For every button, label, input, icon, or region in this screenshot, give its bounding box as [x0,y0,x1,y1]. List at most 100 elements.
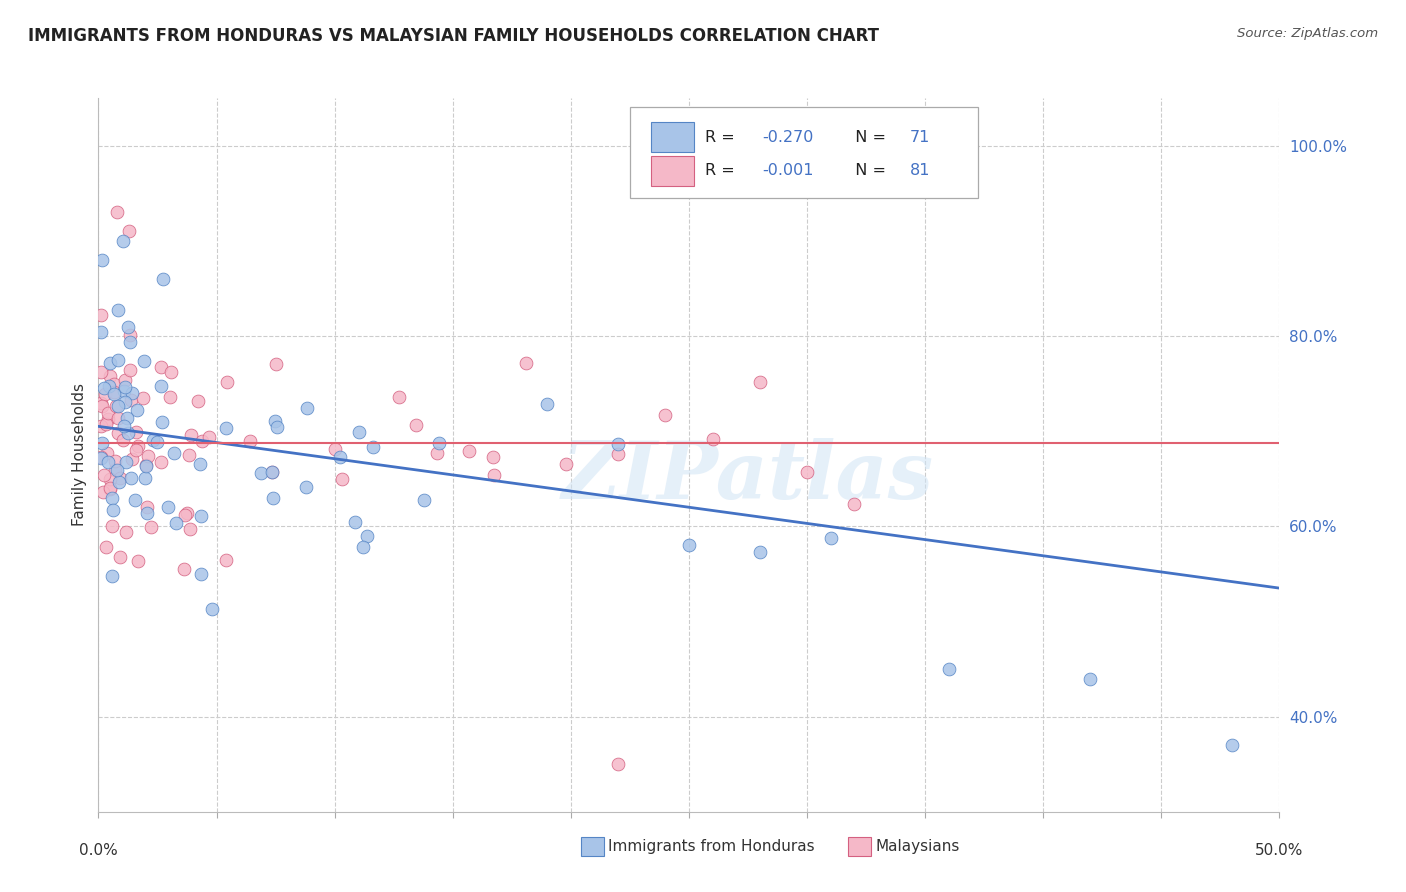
Text: R =: R = [706,163,741,178]
Point [482,450,505,464]
Text: 81: 81 [910,163,931,178]
Point [112,433,135,447]
Point [163,446,186,460]
Point [127,402,149,417]
Point [132,354,155,368]
Point [93,467,115,482]
Point [187,394,209,409]
Point [515,356,537,370]
Point [124,492,146,507]
Point [262,491,284,506]
Point [90,365,112,379]
Point [260,465,283,479]
Point [173,562,195,576]
Point [214,553,236,567]
Point [114,380,136,394]
Point [323,442,346,457]
Point [107,303,129,318]
Point [190,457,212,471]
Point [179,522,201,536]
Point [100,481,122,495]
Text: IMMIGRANTS FROM HONDURAS VS MALAYSIAN FAMILY HOUSEHOLDS CORRELATION CHART: IMMIGRANTS FROM HONDURAS VS MALAYSIAN FA… [28,27,879,45]
Point [97,379,120,393]
Point [361,440,384,454]
Point [111,234,134,248]
Point [201,601,224,615]
Point [427,435,450,450]
Point [266,420,288,434]
Point [458,443,481,458]
Point [115,454,138,468]
Point [93,381,115,395]
Text: 50.0%: 50.0% [1256,843,1303,858]
Point [796,465,818,479]
Point [176,506,198,520]
Point [105,205,128,219]
Point [90,418,112,433]
Point [135,458,157,473]
Point [131,391,153,405]
Point [114,524,136,539]
Point [262,465,284,479]
Point [90,435,112,450]
Point [117,320,139,334]
Point [108,550,131,565]
Point [94,540,117,554]
Point [353,540,375,554]
Point [748,375,770,389]
Point [349,425,371,440]
Point [101,569,124,583]
Point [173,508,195,522]
Point [118,334,141,349]
Point [120,471,142,485]
Point [215,421,238,435]
Point [90,252,112,267]
Point [702,432,724,446]
Point [295,480,318,494]
Point [555,457,578,471]
Text: N =: N = [845,129,891,145]
Point [117,426,139,441]
Point [295,401,318,416]
Point [134,471,156,485]
Point [127,554,149,568]
FancyBboxPatch shape [630,107,979,198]
Point [215,376,238,390]
Point [98,368,121,383]
FancyBboxPatch shape [651,156,693,186]
Point [149,455,172,469]
Point [136,449,159,463]
Point [748,545,770,559]
Point [177,448,200,462]
Point [107,353,129,368]
FancyBboxPatch shape [651,122,693,153]
Point [142,433,165,447]
Point [344,515,367,529]
Point [98,482,121,496]
Point [426,446,449,460]
Point [356,529,378,543]
Point [103,377,125,392]
Point [108,471,131,485]
Point [90,396,112,410]
Point [678,538,700,552]
Point [97,406,120,420]
Point [97,411,120,425]
Point [1080,672,1102,686]
Point [156,500,179,515]
Point [180,428,202,442]
Point [536,397,558,411]
Point [135,458,157,472]
Point [114,395,136,409]
Text: ZIPatlas: ZIPatlas [562,438,934,515]
Point [104,399,127,413]
Point [405,417,427,432]
Point [97,455,120,469]
Point [197,429,219,443]
Point [91,485,114,500]
Text: -0.270: -0.270 [762,129,814,145]
Point [114,373,136,387]
Point [90,308,112,322]
Point [388,390,411,404]
Point [150,360,173,375]
